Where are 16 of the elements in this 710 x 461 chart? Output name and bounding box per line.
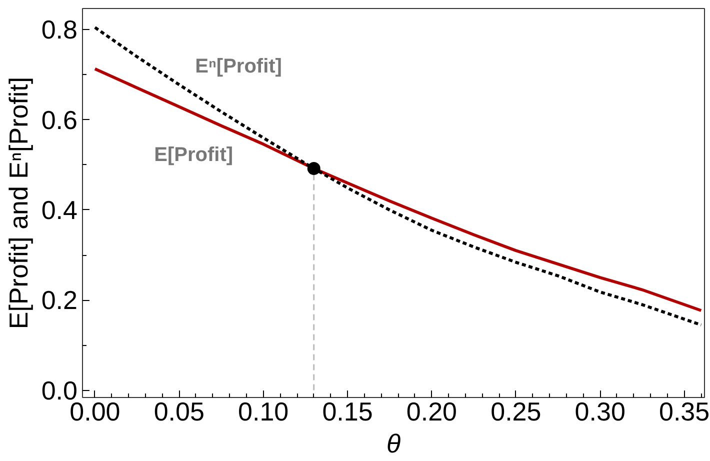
x-tick-label: 0.05	[154, 396, 204, 426]
x-tick-label: 0.35	[658, 396, 710, 426]
x-tick-label: 0.20	[406, 396, 458, 426]
y-tick-label: 0.4	[41, 194, 78, 225]
x-tick-label: 0.30	[574, 396, 626, 426]
line-series	[93, 26, 703, 326]
y-tick-label: 0.6	[41, 104, 78, 135]
x-tick-label: 0.10	[238, 396, 289, 426]
series-label: E[Profit]	[154, 144, 234, 166]
y-tick-label: 0.8	[41, 14, 78, 45]
x-axis-title: θ	[386, 428, 401, 458]
x-tick-label: 0.15	[322, 396, 373, 426]
y-axis-title: E[Profit] and Eⁿ[Profit]	[3, 76, 34, 330]
x-tick-label: 0.25	[490, 396, 542, 426]
y-tick-label: 0.2	[41, 285, 78, 316]
series-label: Eⁿ[Profit]	[195, 56, 282, 78]
